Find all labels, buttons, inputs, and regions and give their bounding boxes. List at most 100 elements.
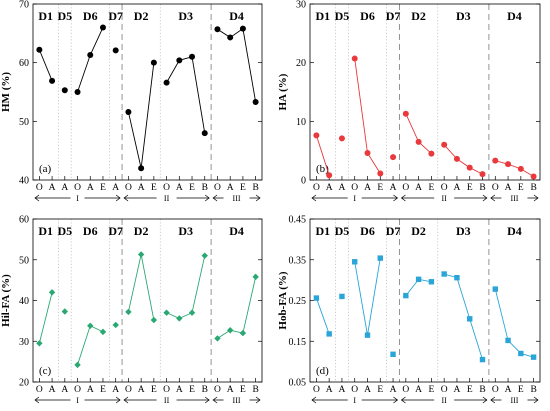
x-tick-label: A	[87, 183, 94, 193]
group-label: D5	[57, 9, 72, 23]
data-point	[163, 309, 170, 316]
data-point	[428, 279, 435, 285]
data-point	[517, 165, 524, 172]
x-tick-label: O	[351, 385, 358, 395]
data-point	[36, 340, 43, 347]
y-tick-label: 60	[19, 58, 29, 69]
data-point	[505, 337, 511, 344]
region-label: I	[353, 194, 356, 203]
x-tick-label: O	[441, 385, 448, 395]
x-tick-label: E	[100, 385, 106, 395]
region-label: II	[442, 194, 448, 203]
x-tick-label: E	[467, 183, 473, 193]
x-tick-label: B	[530, 385, 536, 395]
data-point	[364, 150, 371, 157]
y-tick-label: 40	[19, 296, 29, 307]
data-point	[61, 87, 68, 94]
data-point	[352, 259, 358, 265]
region-bracket	[34, 396, 121, 404]
x-tick-label: E	[428, 183, 434, 193]
series-line	[127, 254, 155, 321]
data-point	[87, 52, 94, 59]
y-tick-label: 10	[296, 117, 306, 128]
region-label: II	[164, 194, 170, 203]
region-bracket	[400, 194, 488, 202]
plot-frame	[309, 218, 541, 383]
data-point	[227, 34, 234, 41]
region-label: I	[76, 194, 79, 203]
region-bracket	[311, 194, 399, 202]
data-point	[518, 350, 524, 357]
x-tick-label: A	[505, 183, 512, 193]
data-point	[313, 132, 320, 139]
y-tick-label: 40	[19, 176, 29, 187]
x-tick-label: A	[415, 385, 422, 395]
group-label: D7	[108, 9, 123, 23]
x-tick-label: E	[428, 385, 434, 395]
data-point	[138, 165, 145, 172]
x-tick-label: A	[339, 183, 346, 193]
x-tick-label: B	[479, 385, 485, 395]
x-tick-label: A	[227, 183, 234, 193]
region-bracket	[311, 396, 399, 404]
data-point	[467, 316, 473, 322]
group-label: D7	[386, 224, 401, 238]
group-label: D4	[229, 9, 244, 23]
x-tick-label: E	[240, 183, 246, 193]
y-tick-label: 0.45	[289, 215, 307, 226]
group-label: D6	[360, 9, 375, 23]
x-tick-label: O	[125, 183, 132, 193]
data-point	[125, 308, 132, 316]
x-tick-label: O	[402, 385, 409, 395]
data-point	[530, 173, 537, 180]
data-point	[99, 328, 107, 336]
data-point	[377, 170, 384, 177]
series-line	[77, 325, 104, 366]
series-line	[315, 297, 330, 335]
x-tick-label: B	[530, 183, 536, 193]
x-tick-label: O	[74, 385, 81, 395]
data-point	[201, 252, 208, 259]
region-label: III	[510, 194, 518, 203]
x-tick-label: A	[112, 385, 119, 395]
data-point	[339, 293, 345, 300]
data-point	[453, 155, 460, 162]
data-point	[479, 171, 486, 178]
x-tick-label: A	[326, 183, 333, 193]
series-line	[217, 27, 257, 103]
y-axis-label: HM (%)	[0, 72, 12, 112]
x-tick-label: B	[202, 183, 208, 193]
group-label: D4	[507, 224, 522, 238]
data-point	[74, 361, 81, 369]
x-tick-label: O	[74, 183, 81, 193]
data-point	[239, 329, 247, 337]
x-tick-label: A	[364, 385, 371, 395]
y-tick-label: 70	[19, 0, 29, 11]
data-point	[338, 135, 345, 142]
data-point	[214, 335, 221, 342]
data-point	[176, 315, 183, 322]
plot-frame	[32, 3, 263, 181]
data-point	[112, 321, 119, 329]
y-tick-label: 0.05	[289, 378, 307, 389]
y-tick-label: 60	[19, 215, 29, 226]
x-tick-label: O	[492, 183, 499, 193]
group-label: D5	[335, 9, 350, 23]
y-tick-label: 50	[19, 255, 29, 266]
x-tick-label: A	[87, 385, 94, 395]
group-label: D7	[108, 224, 123, 238]
series-line	[217, 276, 257, 339]
y-axis-label: Hil-FA (%)	[0, 274, 12, 327]
data-point	[176, 57, 183, 64]
group-label: D3	[178, 9, 193, 23]
series-line	[38, 292, 53, 344]
group-label: D1	[38, 224, 53, 238]
x-tick-label: A	[49, 385, 56, 395]
data-point	[112, 47, 119, 54]
x-tick-label: A	[176, 385, 183, 395]
x-tick-label: O	[36, 385, 43, 395]
data-point	[530, 354, 537, 360]
data-point	[87, 322, 94, 329]
